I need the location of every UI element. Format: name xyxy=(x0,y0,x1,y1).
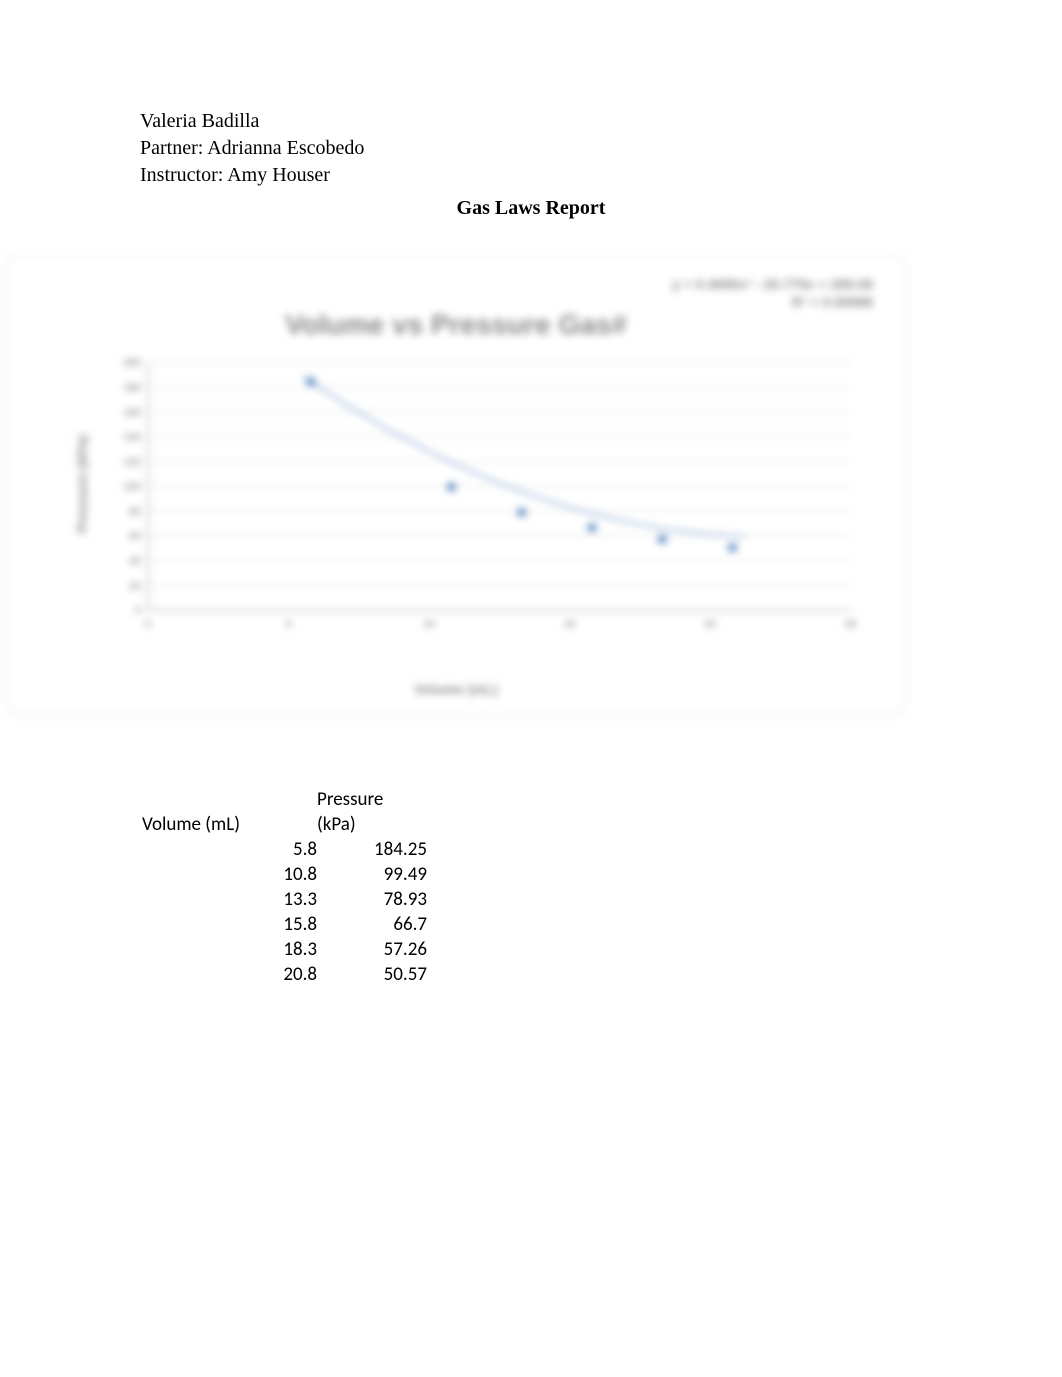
svg-text:5: 5 xyxy=(286,619,292,629)
svg-text:40: 40 xyxy=(129,556,140,566)
svg-text:25: 25 xyxy=(845,619,857,629)
table-row: 15.866.7 xyxy=(142,911,427,936)
svg-text:100: 100 xyxy=(124,482,141,492)
svg-text:60: 60 xyxy=(129,532,140,542)
table-row: 18.357.26 xyxy=(142,936,427,961)
author-name: Valeria Badilla xyxy=(140,108,1062,135)
svg-text:140: 140 xyxy=(124,432,141,442)
table-row: 20.850.57 xyxy=(142,961,427,986)
cell-volume: 13.3 xyxy=(142,886,317,911)
chart-card: y = 0.4696x² - 20.779x + 289.08 R² = 0.9… xyxy=(6,254,906,714)
table-row: 5.8184.25 xyxy=(142,836,427,861)
cell-volume: 5.8 xyxy=(142,836,317,861)
svg-text:180: 180 xyxy=(124,383,141,393)
report-title: Gas Laws Report xyxy=(0,197,1062,220)
cell-volume: 15.8 xyxy=(142,911,317,936)
cell-pressure: 50.57 xyxy=(317,961,427,986)
chart-title: Volume vs Pressure Gas# xyxy=(15,309,897,341)
svg-text:0: 0 xyxy=(135,606,141,616)
data-table: Volume (mL) Pressure (kPa) 5.8184.2510.8… xyxy=(142,786,1062,986)
table-row: 13.378.93 xyxy=(142,886,427,911)
cell-pressure: 99.49 xyxy=(317,861,427,886)
chart-area: y = 0.4696x² - 20.779x + 289.08 R² = 0.9… xyxy=(15,263,897,705)
svg-text:200: 200 xyxy=(124,359,141,369)
cell-pressure: 184.25 xyxy=(317,836,427,861)
instructor-line: Instructor: Amy Houser xyxy=(140,162,1062,189)
svg-text:20: 20 xyxy=(129,581,140,591)
chart-svg: 0 20 40 60 80 100 120 140 160 180 200 0 5 10 15 20 25 xyxy=(111,359,869,637)
svg-text:15: 15 xyxy=(564,619,576,629)
table: Volume (mL) Pressure (kPa) 5.8184.2510.8… xyxy=(142,786,427,986)
table-header-pressure-top: Pressure xyxy=(317,786,427,811)
svg-text:120: 120 xyxy=(124,457,141,467)
cell-volume: 20.8 xyxy=(142,961,317,986)
cell-pressure: 57.26 xyxy=(317,936,427,961)
cell-pressure: 66.7 xyxy=(317,911,427,936)
trendline-equation: y = 0.4696x² - 20.779x + 289.08 R² = 0.9… xyxy=(672,275,873,311)
svg-text:160: 160 xyxy=(124,408,141,418)
table-header-pressure-bot: (kPa) xyxy=(317,811,427,836)
svg-text:0: 0 xyxy=(145,619,151,629)
cell-volume: 18.3 xyxy=(142,936,317,961)
trendline-equation-formula: y = 0.4696x² - 20.779x + 289.08 xyxy=(672,275,873,293)
table-row: 10.899.49 xyxy=(142,861,427,886)
table-header-volume: Volume (mL) xyxy=(142,786,317,836)
plot-area: 0 20 40 60 80 100 120 140 160 180 200 0 5 10 15 20 25 xyxy=(111,359,869,637)
svg-text:10: 10 xyxy=(423,619,434,629)
cell-pressure: 78.93 xyxy=(317,886,427,911)
table-body: 5.8184.2510.899.4913.378.9315.866.718.35… xyxy=(142,836,427,986)
x-axis-label: Volume (mL) xyxy=(15,681,897,697)
partner-line: Partner: Adrianna Escobedo xyxy=(140,135,1062,162)
svg-text:80: 80 xyxy=(129,507,140,517)
page: Valeria Badilla Partner: Adrianna Escobe… xyxy=(0,0,1062,1377)
document-header: Valeria Badilla Partner: Adrianna Escobe… xyxy=(140,108,1062,189)
svg-text:20: 20 xyxy=(704,619,715,629)
cell-volume: 10.8 xyxy=(142,861,317,886)
y-axis-label: Pressure (kPa) xyxy=(74,435,90,533)
